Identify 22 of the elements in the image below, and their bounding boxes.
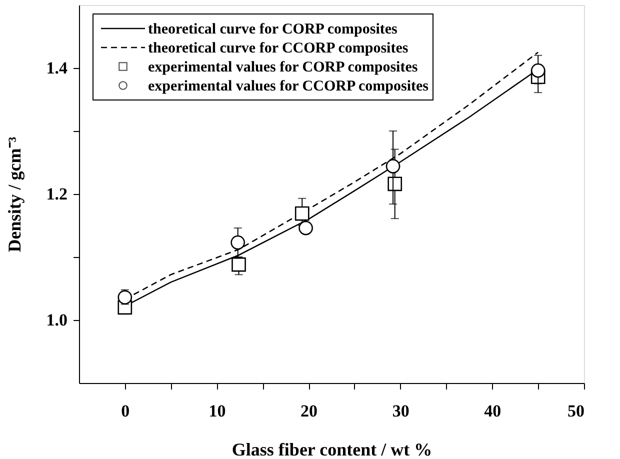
- y-tick-label: 1.2: [46, 184, 68, 204]
- x-tick-label: 50: [568, 402, 584, 420]
- x-tick-label: 10: [208, 402, 226, 420]
- legend-label: experimental values for CORP composites: [148, 60, 418, 76]
- x-tick-label: 40: [484, 402, 502, 420]
- point: [230, 235, 246, 250]
- y-tick-label: 1.0: [46, 310, 68, 330]
- point: [298, 220, 313, 236]
- y-tick-label: 1.4: [46, 58, 68, 78]
- point: [294, 206, 310, 221]
- legend-label: theoretical curve for CORP composites: [148, 22, 398, 38]
- x-tick-label: 0: [121, 402, 130, 420]
- point: [386, 159, 400, 174]
- x-tick-label: 20: [300, 402, 318, 420]
- point: [530, 63, 546, 78]
- point: [232, 257, 246, 272]
- legend-label: experimental values for CCORP composites: [148, 78, 429, 94]
- legend-label: theoretical curve for CCORP composites: [148, 40, 408, 56]
- point: [388, 176, 402, 192]
- y-axis-title: Density / gcm⁻³: [4, 136, 24, 252]
- x-axis-title: Glass fiber content / wt %: [232, 440, 432, 459]
- x-tick-label: 30: [392, 402, 410, 420]
